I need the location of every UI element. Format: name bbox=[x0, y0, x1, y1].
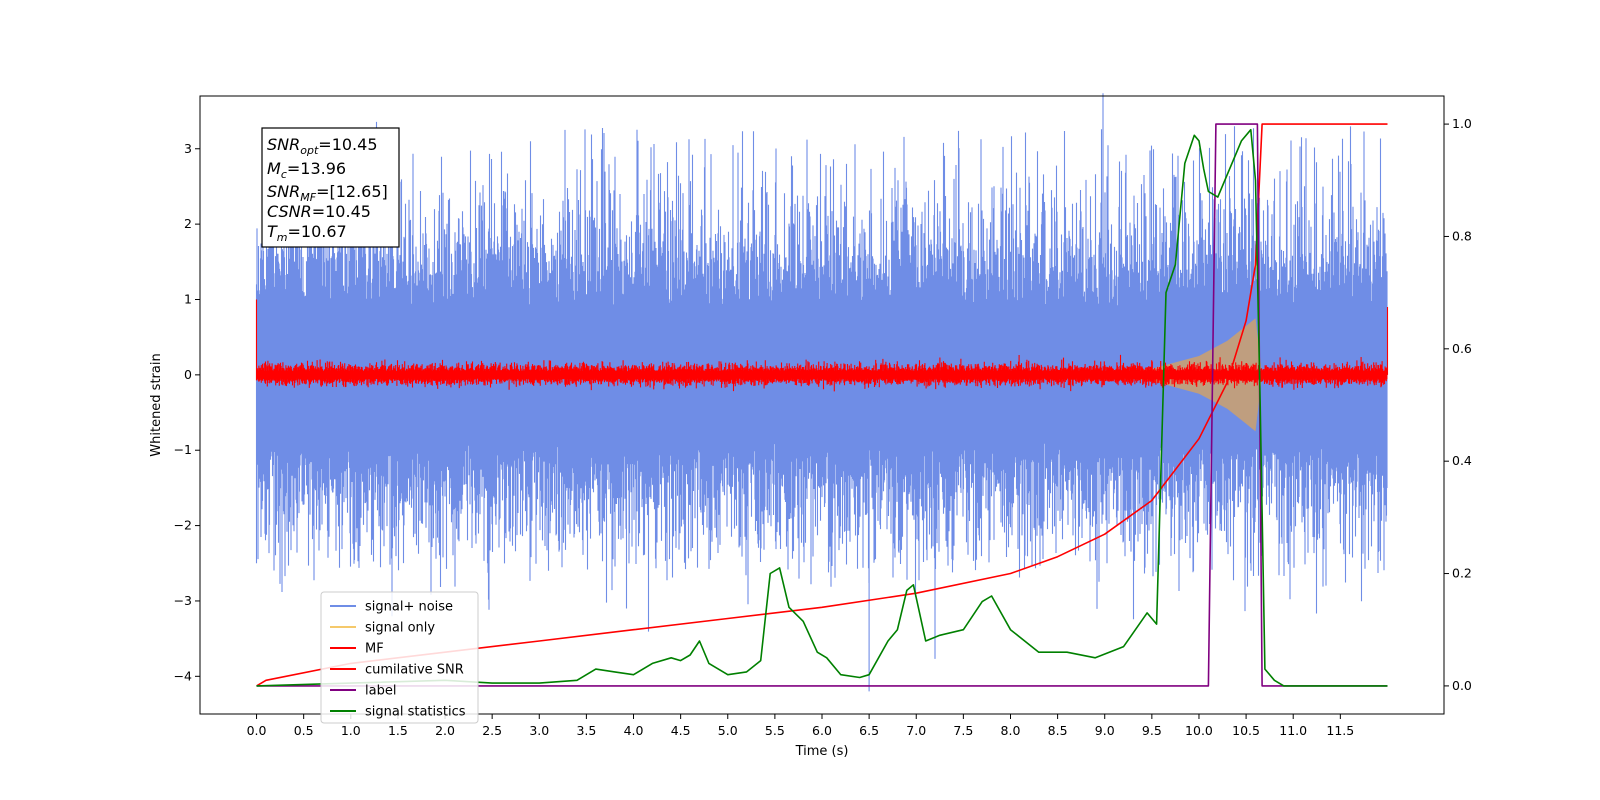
x-tick-label: 9.0 bbox=[1095, 723, 1115, 738]
x-tick-label: 5.5 bbox=[765, 723, 785, 738]
x-tick-label: 2.0 bbox=[435, 723, 455, 738]
x-tick-label: 6.0 bbox=[812, 723, 832, 738]
x-tick-label: 6.5 bbox=[859, 723, 879, 738]
y-right-tick-label: 0.6 bbox=[1452, 341, 1472, 356]
y-left-tick-label: −4 bbox=[174, 668, 192, 683]
x-tick-label: 1.5 bbox=[388, 723, 408, 738]
y-left-tick-label: 2 bbox=[184, 216, 192, 231]
legend: signal+ noise signal only MF cumilative SNR… bbox=[320, 591, 479, 724]
legend-label: MF bbox=[365, 642, 384, 657]
x-tick-label: 8.5 bbox=[1048, 723, 1068, 738]
y-axis-label: Whitened strain bbox=[149, 353, 164, 456]
x-tick-label: 1.0 bbox=[341, 723, 361, 738]
annotation-tm: Tm=10.67 bbox=[267, 222, 347, 244]
y-right-tick-label: 0.8 bbox=[1452, 228, 1472, 243]
legend-label: signal only bbox=[365, 621, 435, 636]
y-left-tick-label: 0 bbox=[184, 367, 192, 382]
y-right-tick-label: 0.2 bbox=[1452, 566, 1472, 581]
y-left-tick-label: −2 bbox=[174, 518, 192, 533]
x-tick-label: 0.5 bbox=[294, 723, 314, 738]
x-tick-label: 4.5 bbox=[671, 723, 691, 738]
y-right-tick-label: 1.0 bbox=[1452, 116, 1472, 131]
x-tick-label: 4.0 bbox=[624, 723, 644, 738]
x-tick-label: 11.0 bbox=[1279, 723, 1307, 738]
x-axis: 0.0 0.5 1.0 1.5 2.0 2.5 3.0 3.5 4.0 4.5 5.0 5.5 6.0 6… bbox=[247, 714, 1354, 738]
x-tick-label: 11.5 bbox=[1326, 723, 1354, 738]
y-left-tick-label: 1 bbox=[184, 291, 192, 306]
x-tick-label: 5.0 bbox=[718, 723, 738, 738]
annotation-snr-mf: SNRMF=[12.65] bbox=[267, 182, 388, 204]
x-tick-label: 3.5 bbox=[576, 723, 596, 738]
annotation-csnr: CSNR=10.45 bbox=[267, 202, 371, 221]
y-axis-right: 1.0 0.8 0.6 0.4 0.2 0.0 bbox=[1444, 116, 1472, 693]
x-tick-label: 10.0 bbox=[1185, 723, 1213, 738]
x-tick-label: 0.0 bbox=[247, 723, 267, 738]
y-left-tick-label: −1 bbox=[174, 442, 192, 457]
series-mf bbox=[255, 299, 1389, 392]
legend-label: signal+ noise bbox=[365, 600, 453, 615]
y-axis-left: 3 2 1 0 −1 −2 −3 −4 bbox=[174, 141, 200, 683]
x-tick-label: 2.5 bbox=[482, 723, 502, 738]
x-tick-label: 10.5 bbox=[1232, 723, 1260, 738]
y-left-tick-label: 3 bbox=[184, 141, 192, 156]
legend-label: signal statistics bbox=[365, 705, 466, 720]
x-tick-label: 8.0 bbox=[1001, 723, 1021, 738]
y-left-tick-label: −3 bbox=[174, 593, 192, 608]
legend-label: label bbox=[365, 684, 396, 699]
x-tick-label: 3.0 bbox=[529, 723, 549, 738]
x-tick-label: 9.5 bbox=[1142, 723, 1162, 738]
x-tick-label: 7.5 bbox=[953, 723, 973, 738]
legend-label: cumilative SNR bbox=[365, 663, 464, 678]
x-tick-label: 7.0 bbox=[906, 723, 926, 738]
annotation-box: SNRopt=10.45 Mc=13.96 SNRMF=[12.65] CSNR… bbox=[261, 127, 400, 248]
y-right-tick-label: 0.0 bbox=[1452, 678, 1472, 693]
annotation-snr-opt: SNRopt=10.45 bbox=[267, 135, 378, 157]
x-axis-label: Time (s) bbox=[795, 744, 849, 759]
annotation-mc: Mc=13.96 bbox=[267, 159, 346, 181]
y-right-tick-label: 0.4 bbox=[1452, 453, 1472, 468]
series-signal-statistics bbox=[256, 128, 1388, 687]
